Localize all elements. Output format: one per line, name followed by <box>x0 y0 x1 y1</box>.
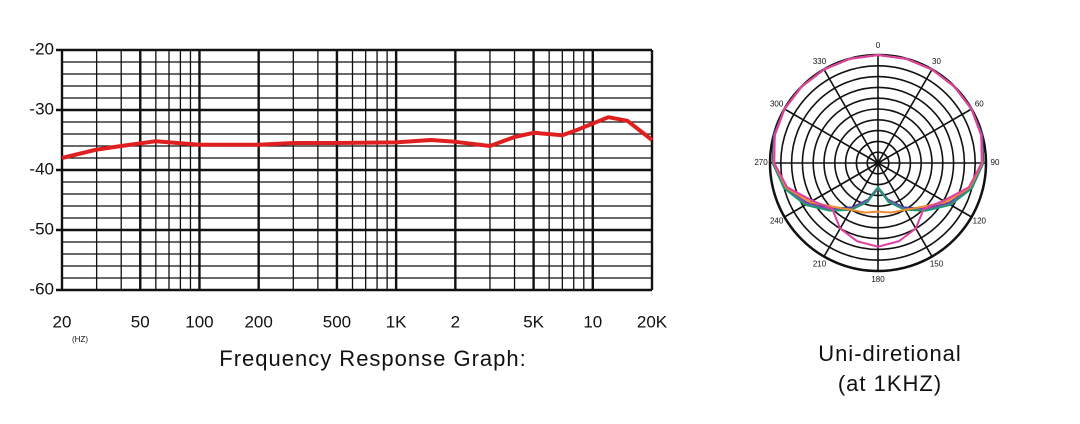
angle-label: 90 <box>991 158 1000 167</box>
x-tick-label: 500 <box>323 312 351 331</box>
x-tick-label: 20 <box>53 312 72 331</box>
x-tick-label: 50 <box>131 312 150 331</box>
y-tick-label: -20 <box>29 39 54 58</box>
angle-label: 150 <box>930 259 944 268</box>
angle-label: 300 <box>770 100 784 109</box>
angle-label: 270 <box>754 158 768 167</box>
x-tick-label: 20K <box>637 312 668 331</box>
angle-label: 0 <box>876 41 881 50</box>
x-tick-label: 2 <box>451 312 460 331</box>
chart-subtitle: (at 1KHZ) <box>838 371 942 396</box>
spoke <box>784 162 879 218</box>
x-tick-label: 5K <box>523 312 544 331</box>
angle-label: 60 <box>975 100 984 109</box>
spoke <box>823 69 879 164</box>
series-line <box>61 115 654 160</box>
angle-label: 120 <box>973 217 987 226</box>
chart-title: Frequency Response Graph: <box>219 346 527 371</box>
x-tick-label: 10 <box>583 312 602 331</box>
angle-label: 210 <box>813 259 827 268</box>
spoke <box>877 108 972 164</box>
spoke <box>877 69 933 164</box>
angle-label: 30 <box>932 57 941 66</box>
x-unit: (HZ) <box>72 335 88 344</box>
x-tick-label: 100 <box>185 312 213 331</box>
y-tick-label: -30 <box>29 99 54 118</box>
angle-label: 330 <box>813 57 827 66</box>
chart-title: Uni-diretional <box>818 341 962 366</box>
angle-label: 240 <box>770 217 784 226</box>
spoke <box>877 162 972 218</box>
polar-line <box>773 53 983 248</box>
x-tick-label: 1K <box>386 312 407 331</box>
y-tick-label: -50 <box>29 219 54 238</box>
y-tick-label: -60 <box>29 279 54 298</box>
x-tick-label: 200 <box>244 312 272 331</box>
angle-label: 180 <box>871 275 885 284</box>
y-tick-label: -40 <box>29 159 54 178</box>
spoke <box>784 108 879 164</box>
